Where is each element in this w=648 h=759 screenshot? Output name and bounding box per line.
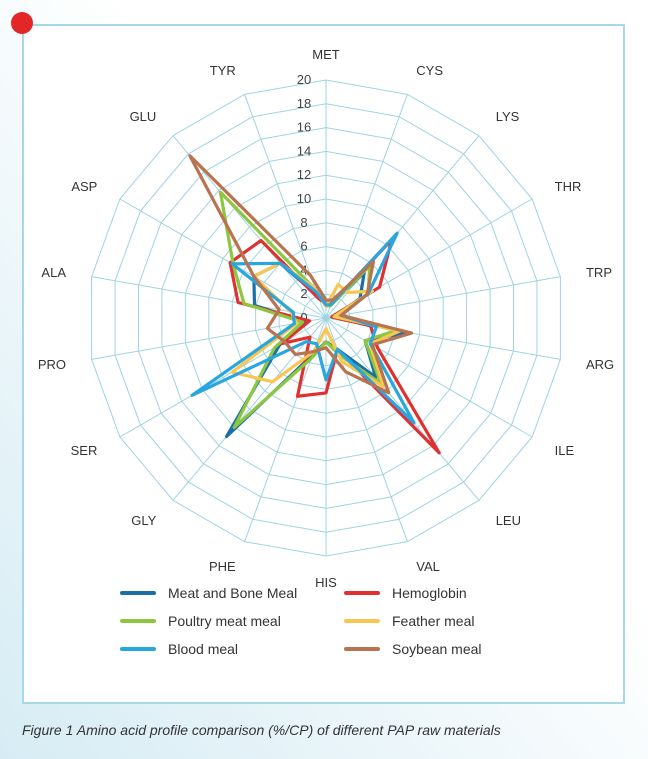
tick-label: 20 [297,72,311,87]
grid-spoke [325,135,480,319]
tick-label: 10 [297,191,311,206]
axis-label-thr: THR [555,179,582,194]
axis-label-ile: ILE [555,443,575,458]
series-soybean-meal [188,154,414,395]
legend-item-blood-meal: Blood meal [120,641,238,657]
axis-label-his: HIS [315,575,337,590]
axis-label-gly: GLY [131,513,156,528]
legend-swatch [344,647,380,651]
series-hemoglobin [228,238,441,455]
legend-item-feather-meal: Feather meal [344,613,474,629]
tick-label: 2 [300,286,307,301]
figure-caption: Figure 1 Amino acid profile comparison (… [22,722,501,738]
tick-label: 8 [300,215,307,230]
grid-spoke [172,317,327,501]
grid-spoke [91,317,327,360]
legend-label: Meat and Bone Meal [168,585,298,601]
axis-label-glu: GLU [130,109,157,124]
legend-label: Feather meal [392,613,475,629]
axis-label-tyr: TYR [210,63,236,78]
chart-legend: Meat and Bone Meal Hemoglobin Poultry meat… [120,585,520,669]
legend-label: Poultry meat meal [168,613,281,629]
grid-spoke [325,276,561,319]
axis-label-ser: SER [71,443,98,458]
axis-label-pro: PRO [38,357,66,372]
grid-spoke [91,276,327,319]
tick-label: 6 [300,239,307,254]
axis-label-ala: ALA [41,265,66,280]
legend-item-soybean-meal: Soybean meal [344,641,482,657]
tick-label: 0 [300,310,307,325]
red-dot-icon [11,12,33,34]
axis-label-phe: PHE [209,559,236,574]
axis-label-cys: CYS [416,63,443,78]
axis-label-met: MET [312,47,340,62]
axis-label-val: VAL [416,559,440,574]
grid-spoke [119,198,327,319]
legend-label: Blood meal [168,641,239,657]
axis-label-asp: ASP [71,179,97,194]
legend-swatch [120,619,156,623]
legend-swatch [120,591,156,595]
tick-label: 16 [297,120,311,135]
grid-spoke [325,94,408,319]
legend-swatch [120,647,156,651]
legend-item-poultry-meat-meal: Poultry meat meal [120,613,281,629]
legend-label: Hemoglobin [392,585,467,601]
legend-item-meat-and-bone-meal: Meat and Bone Meal [120,585,297,601]
grid-spoke [325,317,533,438]
axis-label-leu: LEU [496,513,521,528]
tick-label: 14 [297,143,311,158]
legend-item-hemoglobin: Hemoglobin [344,585,467,601]
tick-label: 18 [297,96,311,111]
grid-spoke [119,317,327,438]
grid-spoke [325,317,480,501]
axis-label-arg: ARG [586,357,614,372]
axis-label-lys: LYS [496,109,520,124]
axis-label-trp: TRP [586,265,612,280]
tick-label: 12 [297,167,311,182]
legend-label: Soybean meal [392,641,482,657]
legend-swatch [344,591,380,595]
legend-swatch [344,619,380,623]
